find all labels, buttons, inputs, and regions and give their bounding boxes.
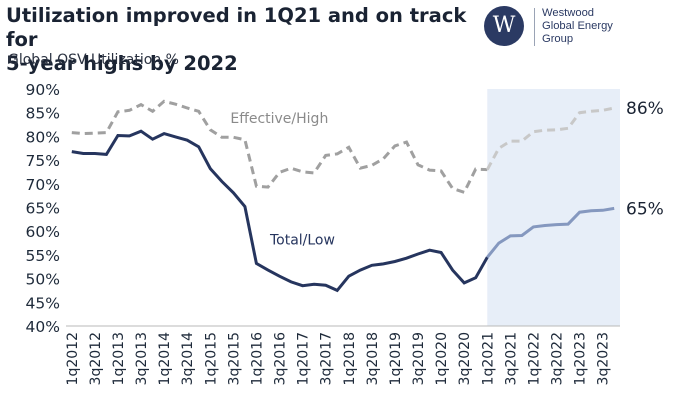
x-tick-label: 1q2013 [111, 332, 127, 385]
chart-title: Utilization improved in 1Q21 and on trac… [6, 4, 476, 76]
x-tick-label: 3q2021 [503, 332, 519, 385]
y-tick-label: 75% [26, 152, 60, 170]
total-low-series-label: Total/Low [269, 232, 335, 248]
y-tick-label: 65% [26, 200, 60, 218]
logo-wordmark: Westwood Global Energy Group [542, 7, 672, 46]
effective-high-series-line [71, 99, 488, 195]
total-low-end-value-label: 65% [626, 199, 664, 219]
y-tick-label: 45% [26, 294, 60, 312]
logo-line-1: Westwood [542, 7, 595, 19]
x-tick-label: 3q2018 [365, 332, 381, 385]
x-tick-label: 3q2013 [134, 332, 150, 385]
x-tick-label: 1q2020 [434, 332, 450, 385]
total-low-series-line [71, 129, 489, 293]
x-tick-label: 3q2015 [226, 332, 242, 385]
x-tick-label: 1q2016 [249, 332, 265, 386]
x-tick-label: 1q2017 [296, 332, 312, 385]
effective-high-forecast-line [485, 106, 615, 171]
x-tick-label: 1q2014 [157, 332, 173, 386]
effective-high-series-label: Effective/High [230, 111, 328, 127]
y-tick-label: 55% [26, 247, 60, 265]
y-tick-label: 60% [26, 223, 60, 241]
x-tick-label: 3q2019 [411, 332, 427, 385]
chart-subtitle: Global OSV Utilization % [8, 52, 179, 68]
effective-high-end-value-label: 86% [626, 99, 664, 119]
x-tick-label: 3q2020 [457, 332, 473, 385]
total-low-forecast-line [486, 206, 615, 259]
y-tick-label: 70% [26, 176, 60, 194]
logo-divider [534, 8, 535, 46]
x-tick-label: 3q2012 [88, 332, 104, 385]
x-tick-label: 1q2019 [388, 332, 404, 385]
x-tick-label: 3q2023 [596, 332, 612, 385]
forecast-band [487, 89, 620, 326]
x-tick-label: 3q2017 [319, 332, 335, 385]
x-tick-label: 1q2015 [203, 332, 219, 385]
y-tick-label: 80% [26, 128, 60, 146]
logo-line-2: Global Energy [542, 20, 613, 32]
x-tick-label: 3q2022 [550, 332, 566, 385]
y-tick-label: 90% [26, 81, 60, 99]
logo-line-3: Group [542, 33, 574, 45]
x-tick-label: 1q2018 [342, 332, 358, 385]
y-tick-label: 85% [26, 105, 60, 123]
x-tick-label: 1q2022 [526, 332, 542, 385]
y-tick-label: 50% [26, 271, 60, 289]
title-line-1: Utilization improved in 1Q21 and on trac… [6, 4, 467, 51]
x-tick-label: 1q2023 [573, 332, 589, 385]
x-tick-label: 1q2021 [480, 332, 496, 385]
x-tick-label: 3q2014 [180, 332, 196, 386]
y-tick-label: 40% [26, 318, 60, 336]
westwood-logo: W Westwood Global Energy Group [484, 6, 674, 48]
title-line-2: 5-year highs by 2022 [6, 52, 238, 75]
x-tick-label: 1q2012 [65, 332, 81, 385]
x-tick-label: 3q2016 [273, 332, 289, 386]
logo-mark-icon: W [484, 6, 524, 46]
